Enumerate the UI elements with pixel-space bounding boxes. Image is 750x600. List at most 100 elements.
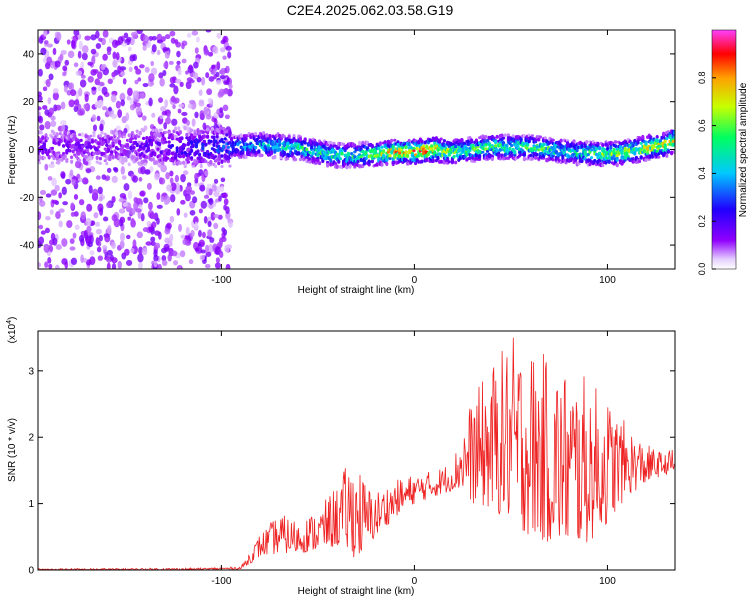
ridge-cell bbox=[254, 145, 258, 150]
ridge-cell bbox=[503, 133, 507, 137]
ridge-cell bbox=[239, 153, 243, 158]
noise-cell bbox=[88, 185, 93, 194]
noise-cell bbox=[137, 77, 142, 82]
noise-cell bbox=[211, 185, 217, 192]
noise-cell bbox=[117, 65, 121, 74]
ridge-cell bbox=[598, 158, 602, 163]
noise-cell bbox=[210, 211, 216, 221]
noise-cell bbox=[55, 244, 62, 251]
ridge-cell bbox=[388, 154, 392, 158]
ridge-cell bbox=[46, 136, 50, 140]
ridge-cell bbox=[486, 149, 490, 153]
noise-cell bbox=[115, 100, 121, 109]
noise-cell bbox=[180, 199, 186, 205]
ridge-cell bbox=[137, 134, 141, 139]
noise-cell bbox=[98, 37, 103, 42]
ridge-cell bbox=[116, 147, 120, 151]
noise-cell bbox=[176, 50, 181, 58]
ridge-cell bbox=[55, 156, 59, 161]
ridge-cell bbox=[158, 134, 162, 138]
noise-cell bbox=[146, 220, 152, 228]
ridge-cell bbox=[225, 129, 229, 134]
noise-cell bbox=[161, 255, 167, 262]
ridge-cell bbox=[159, 128, 163, 132]
ridge-cell bbox=[167, 131, 171, 135]
ridge-cell bbox=[510, 153, 514, 158]
x-tick-label: -100 bbox=[211, 576, 231, 587]
noise-cell bbox=[60, 119, 67, 126]
ridge-cell bbox=[223, 137, 227, 141]
ridge-cell bbox=[430, 144, 434, 148]
noise-cell bbox=[106, 51, 112, 56]
ridge-cell bbox=[260, 153, 264, 158]
ridge-cell bbox=[241, 148, 245, 152]
ridge-cell bbox=[174, 126, 178, 131]
ridge-cell bbox=[159, 150, 163, 155]
ridge-cell bbox=[639, 155, 643, 159]
ridge-cell bbox=[217, 161, 221, 166]
noise-cell bbox=[40, 230, 46, 235]
ridge-cell bbox=[598, 146, 602, 151]
noise-cell bbox=[156, 217, 160, 225]
noise-cell bbox=[97, 186, 103, 195]
noise-cell bbox=[205, 30, 212, 33]
noise-cell bbox=[49, 209, 54, 215]
noise-cell bbox=[47, 176, 53, 181]
noise-cell bbox=[189, 209, 196, 216]
ridge-cell bbox=[103, 159, 107, 163]
ridge-cell bbox=[193, 129, 197, 133]
ridge-cell bbox=[634, 147, 639, 151]
noise-cell bbox=[176, 60, 181, 65]
noise-cell bbox=[51, 177, 57, 187]
noise-cell bbox=[142, 82, 149, 88]
ridge-cell bbox=[303, 138, 307, 142]
noise-cell bbox=[171, 250, 178, 257]
noise-cell bbox=[62, 65, 68, 72]
noise-cell bbox=[125, 259, 133, 266]
ridge-cell bbox=[490, 157, 494, 162]
noise-cell bbox=[219, 47, 226, 53]
ridge-cell bbox=[71, 143, 75, 148]
ridge-cell bbox=[174, 152, 178, 157]
noise-cell bbox=[138, 262, 143, 269]
ridge-cell bbox=[292, 146, 296, 150]
noise-cell bbox=[113, 167, 119, 173]
ridge-cell bbox=[244, 136, 248, 141]
ridge-cell bbox=[206, 127, 210, 132]
noise-cell bbox=[111, 257, 118, 264]
ridge-cell bbox=[175, 146, 179, 151]
noise-cell bbox=[60, 101, 66, 110]
ridge-cell bbox=[478, 154, 482, 159]
ridge-cell bbox=[282, 134, 286, 139]
ridge-cell bbox=[55, 132, 59, 137]
ridge-cell bbox=[130, 156, 134, 160]
noise-cell bbox=[138, 177, 143, 182]
ridge-cell bbox=[265, 133, 269, 138]
noise-cell bbox=[138, 246, 144, 255]
ridge-cell bbox=[143, 162, 147, 166]
noise-cell bbox=[92, 188, 99, 198]
noise-cell bbox=[183, 170, 189, 176]
noise-cell bbox=[83, 103, 88, 110]
ridge-cell bbox=[415, 146, 419, 151]
ridge-cell bbox=[199, 156, 203, 160]
noise-cell bbox=[173, 85, 179, 95]
noise-cell bbox=[93, 212, 99, 219]
noise-cell bbox=[146, 182, 152, 190]
ridge-cell bbox=[298, 157, 302, 162]
noise-cell bbox=[164, 227, 171, 235]
ridge-cell bbox=[382, 149, 386, 154]
ridge-cell bbox=[190, 133, 194, 137]
noise-cell bbox=[102, 106, 108, 111]
noise-cell bbox=[84, 35, 91, 41]
ridge-cell bbox=[193, 158, 197, 162]
noise-cell bbox=[204, 170, 209, 177]
ridge-cell bbox=[404, 150, 408, 155]
ridge-cell bbox=[137, 161, 141, 165]
noise-cell bbox=[166, 184, 173, 192]
noise-cell bbox=[207, 97, 212, 104]
ridge-cell bbox=[183, 143, 187, 147]
ridge-cell bbox=[666, 150, 671, 154]
noise-cell bbox=[227, 51, 232, 59]
ridge-cell bbox=[420, 139, 424, 144]
